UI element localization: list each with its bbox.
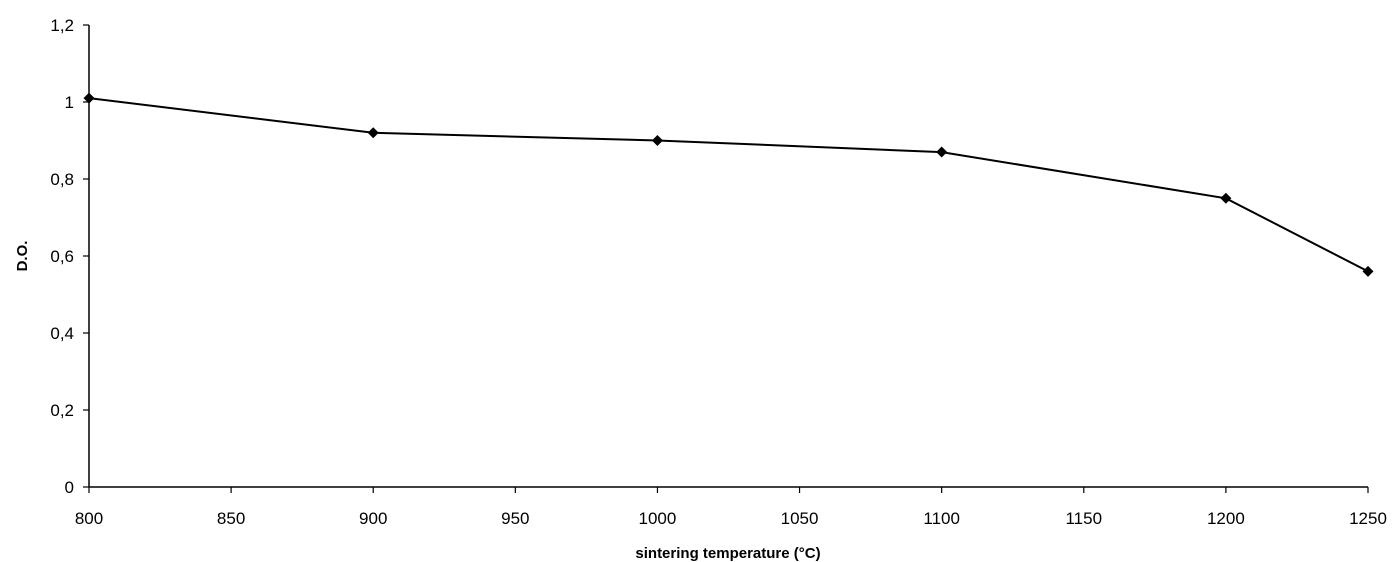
x-tick-label: 1100 [923,509,960,528]
data-point-marker [1362,265,1374,277]
series-layer [83,92,1374,277]
y-tick-label: 1 [65,93,74,112]
y-axis-ticks: 0 0,2 0,4 0,6 0,8 1 1,2 [50,16,89,497]
data-point-marker [367,127,379,139]
y-tick-label: 0,2 [50,401,74,420]
x-tick-label: 900 [359,509,387,528]
data-point-marker [651,135,663,146]
y-tick-label: 0,4 [50,324,74,343]
y-axis-title: D.O. [14,241,31,272]
x-tick-label: 950 [501,509,529,528]
x-tick-label: 1000 [639,509,677,528]
x-tick-label: 850 [217,509,245,528]
x-tick-label: 1250 [1349,509,1387,528]
x-tick-label: 1150 [1065,509,1102,528]
series-line [88,97,1369,273]
y-tick-label: 0,8 [50,170,74,189]
y-tick-label: 0 [65,478,74,497]
y-tick-label: 0,6 [50,247,74,266]
y-tick-label: 1,2 [50,16,74,35]
x-axis-ticks: 800 850 900 950 1000 1050 1100 1150 1200 1250 [75,487,1387,528]
x-axis-title: sintering temperature (°C) [635,545,820,562]
x-tick-label: 1200 [1207,509,1245,528]
plot-area: 0 0,2 0,4 0,6 0,8 1 1,2 800 850 900 950 1000 1050 11… [50,16,1387,528]
x-tick-label: 800 [75,509,103,528]
data-point-marker [1220,192,1232,204]
x-tick-label: 1050 [781,509,819,528]
data-point-marker [936,146,948,158]
data-point-marker [83,92,95,104]
